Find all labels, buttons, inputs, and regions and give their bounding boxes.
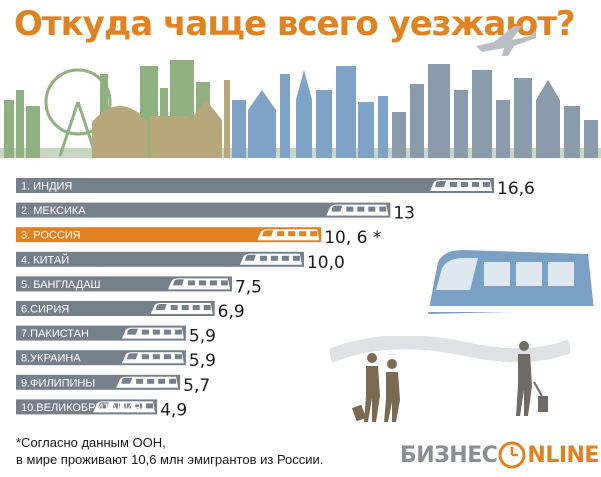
logo-text-part1: БИЗНЕС bbox=[400, 442, 498, 468]
bar-value-label: 7,5 bbox=[235, 277, 262, 297]
bar-train-icon bbox=[167, 278, 230, 290]
city-skyline bbox=[0, 60, 601, 158]
page-title: Откуда чаще всего уезжают? bbox=[14, 4, 576, 44]
bar-value-label: 13 bbox=[393, 204, 415, 224]
bar-value-label: 10,0 bbox=[307, 253, 345, 273]
bar-value-label: 6,9 bbox=[218, 302, 245, 322]
bar-train-icon bbox=[121, 352, 184, 364]
bar-category-label: 4. КИТАЙ bbox=[21, 253, 69, 266]
bar bbox=[16, 251, 304, 267]
bar-category-label: 3. РОССИЯ bbox=[21, 230, 81, 242]
bar-train-icon bbox=[121, 327, 184, 339]
airplane-icon bbox=[476, 26, 536, 56]
bar-category-label: 9.ФИЛИПИНЫ bbox=[21, 377, 95, 389]
footnote-line-2: в мире проживают 10,6 млн эмигрантов из … bbox=[16, 452, 324, 467]
bar-train-icon bbox=[239, 253, 302, 265]
travelers-illustration bbox=[330, 336, 570, 422]
bar-train-icon bbox=[150, 303, 213, 314]
footnote-line-1: *Согласно данным ООН, bbox=[16, 435, 166, 450]
bar bbox=[16, 202, 391, 218]
bar bbox=[16, 178, 494, 193]
bar-category-label: 5. БАНГЛАДАШ bbox=[21, 279, 101, 291]
bar-train-icon bbox=[116, 376, 179, 388]
train-illustration bbox=[428, 250, 594, 314]
logo-text-part2: NLINE bbox=[527, 442, 599, 468]
bar-train-icon bbox=[93, 401, 156, 413]
bar-category-label: 6.СИРИЯ bbox=[21, 304, 69, 316]
bar-chart: 1. ИНДИЯ 16,6 2. МЕКСИКА 13 3. РОССИЯ 10, 6 *… bbox=[16, 178, 535, 420]
bar-train-icon bbox=[257, 229, 320, 241]
bar-value-label: 4,9 bbox=[160, 400, 187, 420]
bar-category-label: 1. ИНДИЯ bbox=[21, 181, 72, 193]
bar bbox=[16, 227, 322, 243]
bar-category-label: 10.ВЕЛИКОБРИТАНИЯ bbox=[21, 402, 141, 414]
bar-value-label: 5,9 bbox=[189, 327, 216, 347]
footnote: *Согласно данным ООН, в мире проживают 1… bbox=[16, 434, 386, 468]
bar-value-label: 5,7 bbox=[183, 376, 210, 396]
bar-value-label: 16,6 bbox=[497, 179, 535, 199]
clock-icon bbox=[498, 441, 526, 469]
bar-train-icon bbox=[430, 180, 492, 191]
bar-value-label: 5,9 bbox=[189, 351, 216, 371]
bar-train-icon bbox=[326, 204, 389, 216]
bar-value-label: 10, 6 * bbox=[324, 228, 381, 248]
bar-category-label: 2. МЕКСИКА bbox=[21, 205, 86, 217]
logo: БИЗНЕС NLINE bbox=[400, 438, 599, 472]
bar-category-label: 8.УКРАИНА bbox=[21, 353, 81, 365]
bar-category-label: 7.ПАКИСТАН bbox=[21, 328, 89, 340]
